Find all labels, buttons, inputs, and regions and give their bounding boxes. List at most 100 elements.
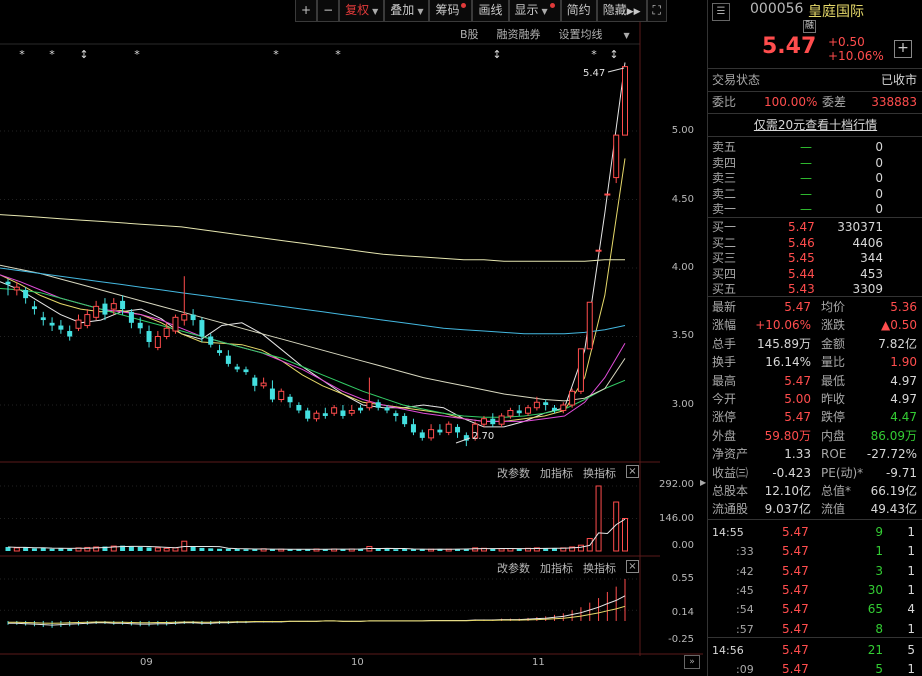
volume-params-button[interactable]: 改参数	[497, 467, 530, 480]
macd-switch-indicator-button[interactable]: 换指标	[583, 562, 616, 575]
candle-body	[410, 424, 416, 433]
stat-row: 外盘 59.80万 内盘 86.09万	[708, 427, 922, 445]
candle-body	[375, 402, 381, 408]
volume-bar	[287, 549, 293, 551]
chips-button[interactable]: 筹码	[429, 0, 473, 22]
draw-line-button[interactable]: 画线	[472, 0, 509, 22]
candle-body	[313, 412, 320, 420]
volume-bar	[208, 548, 214, 551]
fullscreen-button[interactable]: ⛶	[646, 0, 667, 22]
stat-row: 换手 16.14% 量比 1.90	[708, 353, 922, 371]
stat-label: 最高	[712, 373, 737, 388]
b-share-link[interactable]: B股	[460, 28, 479, 41]
adjust-dropdown[interactable]: 复权 ▼	[339, 0, 385, 22]
candle-body	[595, 249, 602, 252]
stat-row: 最新 5.47 均价 5.36	[708, 298, 922, 316]
volume-bar	[93, 546, 100, 552]
ask-row[interactable]: 卖五 — 0	[708, 139, 922, 155]
stat-value: 12.10亿	[764, 484, 811, 498]
event-marker: *	[134, 48, 140, 61]
bid-row[interactable]: 买二 5.46 4406	[708, 235, 922, 251]
display-dropdown[interactable]: 显示 ▼	[508, 0, 561, 22]
tick-volume: 3	[875, 563, 883, 578]
stat-label: 外盘	[712, 428, 737, 443]
stock-code: 000056	[750, 1, 804, 17]
promo-link[interactable]: 仅需20元查看十档行情	[708, 116, 922, 135]
ask-price: —	[800, 186, 812, 201]
stat-label: 跌停	[821, 410, 846, 425]
zoom-out-button[interactable]: −	[317, 0, 340, 22]
candle-body	[5, 281, 11, 285]
ask-row[interactable]: 卖四 — 0	[708, 155, 922, 171]
volume-bar	[622, 518, 628, 552]
adjust-label: 复权	[345, 3, 370, 17]
volume-bar	[533, 547, 540, 552]
moving-average-line	[0, 264, 626, 402]
candle-body	[613, 134, 620, 179]
macd-add-indicator-button[interactable]: 加指标	[540, 562, 573, 575]
bid-row[interactable]: 买一 5.47 330371	[708, 219, 922, 235]
candle-body	[348, 409, 355, 414]
candle-body	[296, 405, 302, 411]
zoom-in-button[interactable]: +	[295, 0, 318, 22]
candle-body	[120, 300, 126, 310]
bid-row[interactable]: 买三 5.45 344	[708, 250, 922, 266]
candle-body	[507, 409, 514, 417]
bid-row[interactable]: 买四 5.44 453	[708, 266, 922, 282]
stat-label: ROE	[821, 447, 847, 462]
order-diff-value: 338883	[871, 95, 917, 109]
volume-switch-indicator-button[interactable]: 换指标	[583, 467, 616, 480]
stat-label: 净资产	[712, 447, 749, 462]
stat-value: 4.97	[890, 373, 917, 388]
close-icon[interactable]: ×	[626, 560, 639, 573]
volume-bar	[437, 548, 443, 551]
volume-bar	[375, 548, 381, 551]
low-pointer	[455, 437, 471, 444]
close-icon[interactable]: ×	[626, 465, 639, 478]
tick-row: :57 5.47 8 1	[708, 620, 922, 639]
volume-bar	[243, 549, 249, 551]
candle-body	[260, 382, 267, 387]
volume-bar	[577, 544, 584, 552]
ask-row[interactable]: 卖三 — 0	[708, 170, 922, 186]
bid-row[interactable]: 买五 5.43 3309	[708, 281, 922, 297]
volume-bar	[543, 548, 549, 551]
high-pointer	[607, 67, 625, 73]
high-price-label: 5.47	[583, 68, 606, 79]
volume-bar	[102, 546, 108, 551]
ask-volume: 0	[875, 171, 883, 185]
tick-row: :45 5.47 30 1	[708, 581, 922, 600]
ask-row[interactable]: 卖二 — 0	[708, 186, 922, 202]
event-marker: ↕	[492, 48, 501, 61]
candlestick-chart[interactable]: * * ↕ * * * ↕ * ↕	[0, 0, 703, 676]
volume-bar	[490, 548, 496, 551]
stat-value: 59.80万	[764, 428, 811, 443]
volume-bar	[595, 485, 602, 552]
tick-volume: 8	[875, 621, 883, 636]
volume-bar	[340, 549, 346, 551]
ma-settings-dropdown[interactable]: 设置均线 ▼	[559, 26, 648, 42]
y-tick-label: 0.55	[671, 573, 694, 584]
volume-bar	[190, 546, 196, 551]
stat-value: 4.47	[890, 410, 917, 425]
candle-body	[208, 336, 214, 345]
menu-button[interactable]: ☰	[712, 3, 730, 21]
stat-value: 1.33	[784, 447, 811, 462]
tick-volume: 21	[867, 642, 883, 657]
scroll-right-button[interactable]: »	[684, 655, 700, 669]
margin-trading-link[interactable]: 融资融券	[496, 28, 541, 41]
volume-add-indicator-button[interactable]: 加指标	[540, 467, 573, 480]
hide-label: 隐藏	[602, 3, 627, 17]
simple-mode-button[interactable]: 简约	[560, 0, 597, 22]
ask-row[interactable]: 卖一 — 0	[708, 201, 922, 217]
tick-price: 5.47	[782, 563, 809, 578]
stat-value: 145.89万	[757, 336, 811, 351]
overlay-dropdown[interactable]: 叠加 ▼	[384, 0, 430, 22]
candle-body	[543, 402, 549, 405]
macd-params-button[interactable]: 改参数	[497, 562, 530, 575]
add-watchlist-button[interactable]: +	[894, 40, 912, 58]
tick-time: :45	[736, 583, 754, 597]
collapse-panel-handle[interactable]: ▶	[700, 478, 706, 492]
hide-button[interactable]: 隐藏▶▶	[596, 0, 647, 22]
stat-label: 最低	[821, 373, 846, 388]
